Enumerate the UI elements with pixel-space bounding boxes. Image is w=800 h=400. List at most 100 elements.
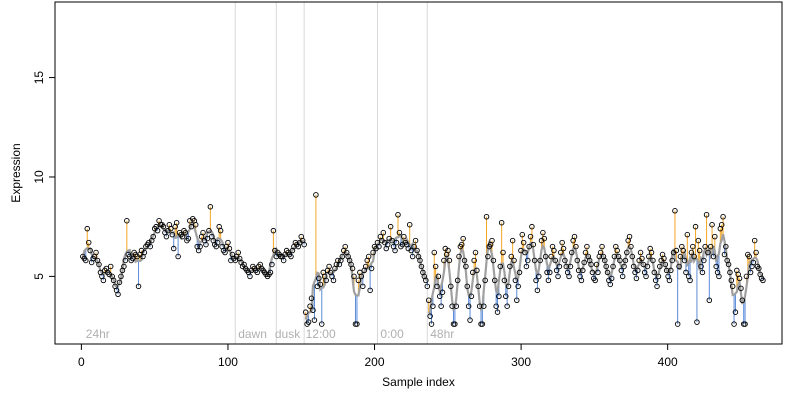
data-point: [432, 263, 439, 270]
data-point: [311, 317, 318, 323]
data-point: [522, 249, 528, 256]
data-point: [562, 257, 568, 264]
data-point: [160, 223, 167, 230]
data-point: [747, 269, 754, 276]
data-points: [80, 192, 766, 327]
data-point: [688, 249, 695, 256]
data-point: [85, 239, 92, 246]
data-point: [204, 235, 211, 242]
data-point: [368, 265, 375, 272]
data-point: [548, 253, 554, 260]
data-point: [116, 279, 123, 286]
fitted-curve: [304, 233, 429, 320]
data-point: [270, 227, 277, 234]
data-point: [710, 253, 717, 260]
data-point: [567, 263, 574, 270]
data-point: [417, 257, 423, 264]
data-point: [472, 249, 479, 256]
data-point: [544, 269, 550, 276]
data-point: [582, 249, 589, 256]
data-point: [493, 303, 499, 309]
data-point: [655, 273, 662, 280]
data-point: [669, 257, 675, 264]
data-point: [574, 257, 581, 264]
data-point: [595, 269, 601, 276]
data-point: [482, 277, 488, 284]
data-point: [604, 269, 611, 276]
data-point: [200, 229, 206, 236]
data-point: [475, 283, 482, 290]
data-point: [439, 289, 446, 296]
data-point: [206, 227, 212, 234]
data-point: [492, 277, 498, 284]
data-point: [317, 281, 324, 288]
phase-annotation: dusk: [275, 327, 301, 341]
data-point: [459, 241, 465, 248]
data-point: [637, 249, 644, 256]
data-point: [558, 249, 564, 256]
data-point: [110, 277, 117, 284]
data-point: [107, 263, 114, 270]
data-point: [690, 243, 696, 250]
data-point: [701, 257, 707, 264]
data-point: [681, 257, 688, 264]
data-point: [453, 303, 460, 309]
data-point: [607, 281, 614, 288]
data-point: [738, 285, 744, 292]
data-point: [355, 277, 362, 284]
data-point: [692, 223, 699, 230]
data-point: [428, 321, 435, 327]
data-point: [401, 233, 407, 240]
data-point: [124, 217, 130, 224]
data-point: [589, 269, 596, 276]
y-tick-label: 5: [32, 273, 46, 280]
data-point: [351, 273, 357, 280]
x-tick-label: 100: [218, 355, 238, 369]
data-point: [580, 267, 586, 274]
data-point: [691, 253, 697, 260]
y-tick-label: 10: [32, 170, 46, 184]
data-point: [684, 231, 691, 238]
data-point: [648, 249, 655, 256]
data-point: [628, 243, 634, 250]
data-point: [163, 233, 170, 240]
data-point: [168, 225, 174, 232]
data-point: [687, 277, 693, 284]
data-point: [326, 263, 332, 270]
data-point: [592, 277, 598, 284]
data-point: [742, 321, 748, 327]
data-point: [362, 263, 369, 270]
data-point: [646, 253, 652, 260]
data-point: [122, 257, 129, 264]
data-point: [414, 247, 420, 254]
data-point: [633, 275, 640, 282]
data-point: [723, 243, 729, 250]
data-point: [474, 267, 480, 274]
data-point: [696, 247, 703, 254]
data-point: [349, 265, 356, 272]
data-point: [569, 249, 575, 256]
data-point: [705, 249, 711, 256]
phase-annotation: 0:00: [380, 327, 404, 341]
data-point: [188, 223, 195, 230]
data-point: [610, 263, 616, 270]
data-point: [367, 287, 373, 294]
x-tick-label: 300: [511, 355, 531, 369]
data-point: [330, 277, 337, 284]
data-point: [650, 257, 656, 264]
data-point: [662, 261, 669, 268]
data-point: [192, 221, 199, 228]
phase-annotation: 12:00: [306, 327, 336, 341]
data-point: [560, 245, 567, 252]
fitted-curve: [81, 219, 305, 289]
data-point: [225, 239, 231, 246]
data-point: [507, 263, 513, 270]
data-point: [511, 257, 517, 264]
data-point: [360, 283, 366, 290]
x-tick-label: 400: [658, 355, 678, 369]
data-point: [319, 321, 325, 327]
data-point: [643, 273, 649, 280]
data-point: [541, 235, 548, 242]
data-point: [498, 219, 505, 226]
data-point: [676, 263, 682, 270]
